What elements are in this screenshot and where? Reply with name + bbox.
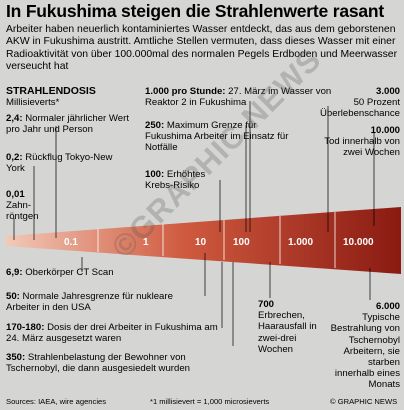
label-50-percent: 3.000 50 Prozent Überlebenschance	[319, 86, 400, 120]
label-vomiting: 700 Erbrechen, Haarausfall in zwei-drei W…	[258, 299, 317, 355]
footer-credit: © GRAPHIC NEWS	[330, 397, 398, 406]
footer-sources: Sources: IAEA, wire agencies	[6, 397, 107, 406]
wedge-dividers	[97, 212, 336, 268]
label-reactor-water: 1.000 pro Stunde: 27. März im Wasser von…	[145, 86, 332, 109]
tick-10: 10	[195, 237, 207, 248]
headline: In Fukushima steigen die Strahlenwerte r…	[6, 1, 385, 21]
label-dental-xray: 0,01 Zahn-röntgen	[6, 189, 39, 223]
footer-footnote: *1 millisievert = 1,000 microsieverts	[150, 397, 270, 406]
tick-0-1: 0.1	[64, 237, 78, 248]
label-death-two-weeks: 10.000 Tod innerhalb von zwei Wochen	[324, 125, 400, 159]
intro-text: Arbeiter haben neuerlich kontaminiertes …	[6, 24, 398, 73]
label-annual-dose: 2,4: Normaler jährlicher Wert pro Jahr u…	[6, 113, 129, 136]
label-ct-scan: 6,9: Oberkörper CT Scan	[6, 267, 114, 278]
label-emergency-limit: 250: Maximum Grenze für Fukushima Arbeit…	[145, 120, 289, 154]
label-chernobyl-workers: 6.000 Typische Bestrahlung von Tschernoby…	[330, 301, 400, 391]
label-chernobyl-residents: 350: Strahlenbelastung der Bewohner von …	[6, 352, 190, 375]
tick-100: 100	[233, 237, 250, 248]
label-cancer-risk: 100: Erhöhtes Krebs-Risiko	[145, 169, 206, 192]
tick-10000: 10.000	[343, 237, 374, 248]
label-flight: 0,2: Rückflug Tokyo-New York	[6, 152, 113, 175]
label-fukushima-workers: 170-180: Dosis der drei Arbeiter in Fuku…	[6, 322, 218, 345]
dose-wedge	[6, 207, 401, 274]
section-title: STRAHLENDOSIS	[6, 85, 96, 97]
label-us-worker-limit: 50: Normale Jahresgrenze für nukleare Ar…	[6, 291, 173, 314]
tick-1000: 1.000	[288, 237, 314, 248]
section-unit: Millisieverts*	[6, 97, 60, 108]
tick-1: 1	[143, 237, 149, 248]
leader-lines	[13, 101, 375, 346]
